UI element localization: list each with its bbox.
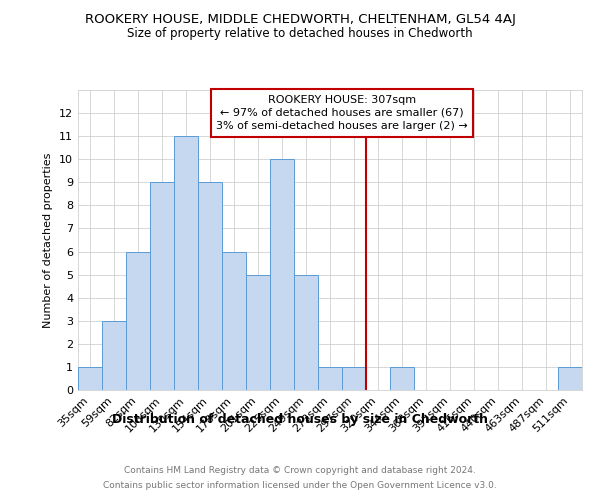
Text: ROOKERY HOUSE: 307sqm
← 97% of detached houses are smaller (67)
3% of semi-detac: ROOKERY HOUSE: 307sqm ← 97% of detached … <box>216 94 468 131</box>
Bar <box>150 182 174 390</box>
Bar <box>294 274 318 390</box>
Y-axis label: Number of detached properties: Number of detached properties <box>43 152 53 328</box>
Text: Distribution of detached houses by size in Chedworth: Distribution of detached houses by size … <box>112 412 488 426</box>
Text: Size of property relative to detached houses in Chedworth: Size of property relative to detached ho… <box>127 28 473 40</box>
Bar <box>246 274 270 390</box>
Bar <box>126 252 150 390</box>
Bar <box>558 367 582 390</box>
Bar <box>78 367 102 390</box>
Bar <box>270 159 294 390</box>
Bar <box>174 136 198 390</box>
Text: ROOKERY HOUSE, MIDDLE CHEDWORTH, CHELTENHAM, GL54 4AJ: ROOKERY HOUSE, MIDDLE CHEDWORTH, CHELTEN… <box>85 12 515 26</box>
Bar <box>342 367 366 390</box>
Bar <box>390 367 414 390</box>
Bar <box>102 321 126 390</box>
Bar <box>222 252 246 390</box>
Bar <box>198 182 222 390</box>
Bar <box>318 367 342 390</box>
Text: Contains HM Land Registry data © Crown copyright and database right 2024.: Contains HM Land Registry data © Crown c… <box>124 466 476 475</box>
Text: Contains public sector information licensed under the Open Government Licence v3: Contains public sector information licen… <box>103 481 497 490</box>
